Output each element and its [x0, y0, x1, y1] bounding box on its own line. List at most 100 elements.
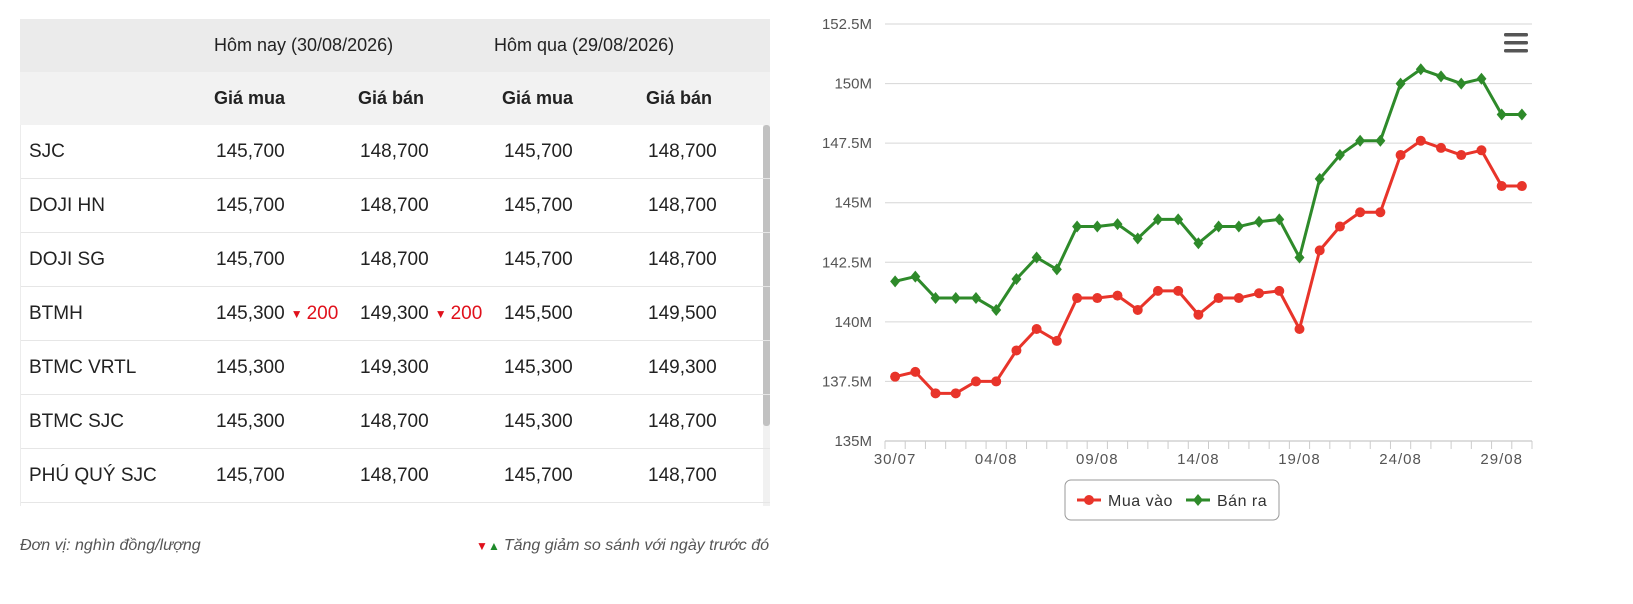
cell-value: 148,700 — [648, 410, 717, 432]
cell-today-sell: 148,700 — [360, 179, 429, 232]
sell-point — [950, 292, 961, 305]
cell-today-sell: 149,300 ▼ 200 — [360, 287, 482, 340]
menu-bar — [1504, 49, 1528, 53]
buy-point — [1092, 293, 1103, 304]
buy-point — [1193, 309, 1204, 320]
cell-yesterday-sell: 149,500 — [648, 287, 717, 340]
buy-point — [1213, 293, 1224, 304]
cell-value: 145,700 — [216, 464, 285, 486]
buy-point — [1516, 181, 1527, 192]
cell-value: BTMC VRTL — [29, 356, 137, 378]
cell-yesterday-buy: 145,700 — [504, 179, 573, 232]
sell-point — [1072, 220, 1083, 233]
change-legend-text: Tăng giảm so sánh với ngày trước đó — [503, 537, 769, 554]
x-tick-label: 04/08 — [975, 451, 1018, 468]
cell-yesterday-sell: 149,300 — [648, 341, 717, 394]
legend-item-sell[interactable]: Bán ra — [1186, 493, 1267, 510]
sell-point — [1334, 149, 1345, 162]
sell-point — [1415, 63, 1426, 76]
down-triangle-icon: ▼ — [434, 306, 447, 321]
cell-value: 148,700 — [648, 248, 717, 270]
cell-today-buy: 145,300 — [216, 395, 285, 448]
y-tick-label: 142.5M — [822, 254, 872, 271]
header-today-sell: Giá bán — [358, 88, 425, 108]
cell-value: 148,700 — [360, 464, 429, 486]
sell-point — [1092, 220, 1103, 233]
sell-point — [1314, 172, 1325, 185]
header-today: Hôm nay (30/08/2026) — [214, 35, 394, 55]
legend-marker — [1193, 494, 1203, 506]
down-triangle-icon: ▼ — [290, 306, 303, 321]
table-row: DOJI SG 145,700 148,700 145,700 148,700 — [21, 233, 770, 287]
sell-point — [1355, 134, 1366, 147]
sell-point — [890, 275, 901, 288]
legend-box — [1064, 479, 1280, 521]
buy-point — [1314, 245, 1325, 256]
buy-point — [1456, 150, 1467, 161]
sell-point — [991, 303, 1002, 316]
cell-brand: BTMH — [29, 287, 83, 340]
cell-today-buy: 145,700 — [216, 125, 285, 178]
cell-value: 145,700 — [504, 194, 573, 216]
sell-point — [910, 270, 921, 283]
price-line-chart: 135M 137.5M 140M 142.5M 145M 147.5M 150M 152.5M… — [822, 16, 1533, 521]
cell-value: 149,300 — [648, 356, 717, 378]
buy-point — [910, 366, 921, 377]
cell-yesterday-buy: 145,700 — [504, 125, 573, 178]
buy-point — [1415, 135, 1426, 146]
x-tick-label: 19/08 — [1278, 451, 1321, 468]
table-scrollbar-thumb[interactable] — [763, 125, 770, 426]
buy-point — [1051, 335, 1062, 346]
table-header-group-row: Hôm nay (30/08/2026) Hôm qua (29/08/2026… — [20, 19, 770, 72]
sell-point — [1233, 220, 1244, 233]
cell-value: 148,700 — [648, 194, 717, 216]
hamburger-menu-icon[interactable] — [1504, 33, 1528, 53]
cell-today-sell: 148,700 — [360, 233, 429, 286]
cell-yesterday-buy: 145,300 — [504, 395, 573, 448]
table-row: BTMC VRTL 145,300 149,300 145,300 149,300 — [21, 341, 770, 395]
cell-value: 145,300 — [216, 356, 285, 378]
legend-label: Mua vào — [1108, 493, 1173, 510]
sell-point — [1436, 70, 1447, 83]
cell-brand: DOJI SG — [29, 233, 105, 286]
cell-value: 148,700 — [648, 140, 717, 162]
buy-point — [970, 376, 981, 387]
cell-value: 145,300 — [504, 410, 573, 432]
y-tick-label: 145M — [834, 195, 872, 212]
cell-today-sell: 148,700 — [360, 125, 429, 178]
cell-today-buy: 145,700 — [216, 233, 285, 286]
buy-point — [1436, 142, 1447, 153]
y-tick-label: 135M — [834, 433, 872, 450]
table-scrollbar[interactable] — [763, 125, 770, 506]
cell-today-buy: 145,700 — [216, 179, 285, 232]
x-tick-label: 24/08 — [1379, 451, 1422, 468]
cell-value: 148,700 — [360, 194, 429, 216]
sell-point — [1254, 215, 1265, 228]
buy-point — [1132, 304, 1143, 315]
sell-point — [970, 292, 981, 305]
cell-value: 148,700 — [360, 248, 429, 270]
cell-value: 145,700 — [216, 140, 285, 162]
buy-point — [991, 376, 1002, 387]
up-triangle-icon: ▲ — [487, 539, 500, 553]
legend-marker — [1084, 495, 1094, 505]
change-indicator: ▼ 200 — [291, 303, 339, 325]
legend-item-buy[interactable]: Mua vào — [1077, 493, 1173, 510]
table-body[interactable]: SJC 145,700 148,700 145,700 148,700 DOJI HN 14… — [20, 125, 770, 506]
buy-point — [1294, 324, 1305, 335]
buy-point — [1173, 285, 1184, 296]
table-row: DOJI HN 145,700 148,700 145,700 148,700 — [21, 179, 770, 233]
sell-point — [1011, 272, 1022, 285]
cell-yesterday-buy: 145,700 — [504, 233, 573, 286]
cell-value: BTMH — [29, 302, 83, 324]
sell-point — [1112, 218, 1123, 231]
cell-value: SJC — [29, 140, 65, 162]
cell-yesterday-buy: 145,500 — [504, 287, 573, 340]
buy-point — [930, 388, 941, 399]
cell-value: 145,300 — [504, 356, 573, 378]
buy-point — [1476, 145, 1487, 156]
buy-point — [1011, 345, 1022, 356]
sell-point — [1476, 72, 1487, 85]
sell-point — [1051, 263, 1062, 276]
buy-point — [1072, 293, 1083, 304]
